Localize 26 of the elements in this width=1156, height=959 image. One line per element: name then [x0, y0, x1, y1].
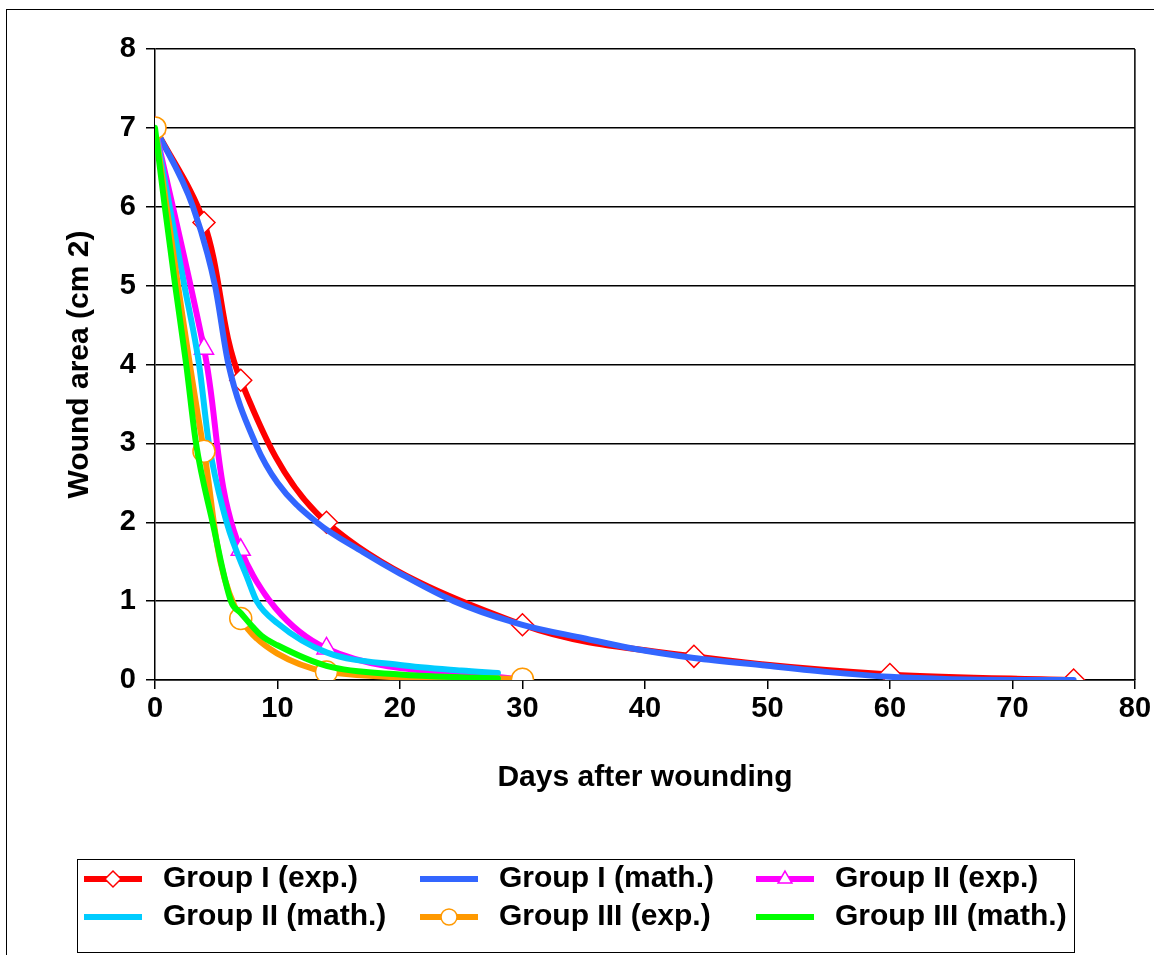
- y-tick-label: 7: [119, 109, 136, 142]
- y-tick-label: 4: [119, 346, 136, 379]
- legend-label: Group III (math.): [835, 898, 1067, 932]
- y-axis-title: Wound area (cm 2): [61, 230, 95, 499]
- legend-label: Group II (math.): [163, 898, 387, 932]
- x-tick-label: 30: [506, 691, 539, 724]
- x-axis-title: Days after wounding: [497, 759, 793, 793]
- x-tick-label: 80: [1118, 691, 1151, 724]
- x-tick-label: 0: [146, 691, 164, 724]
- x-tick-label: 50: [751, 691, 784, 724]
- legend-label: Group II (exp.): [835, 860, 1039, 894]
- y-tick-label: 0: [119, 662, 136, 694]
- x-tick-label: 70: [996, 691, 1029, 724]
- x-tick-label: 40: [628, 691, 662, 724]
- x-tick-label: 20: [383, 691, 417, 724]
- legend-label: Group I (math.): [499, 860, 714, 894]
- x-tick-label: 60: [873, 691, 907, 724]
- x-tick-label: 10: [261, 691, 294, 724]
- y-tick-label: 6: [119, 188, 136, 221]
- y-tick-label: 8: [119, 31, 136, 63]
- y-tick-label: 5: [119, 267, 136, 300]
- legend-label: Group I (exp.): [163, 860, 358, 894]
- legend-label: Group III (exp.): [499, 898, 711, 932]
- y-tick-label: 1: [119, 583, 136, 616]
- y-tick-label: 2: [119, 504, 136, 537]
- y-tick-label: 3: [119, 425, 136, 458]
